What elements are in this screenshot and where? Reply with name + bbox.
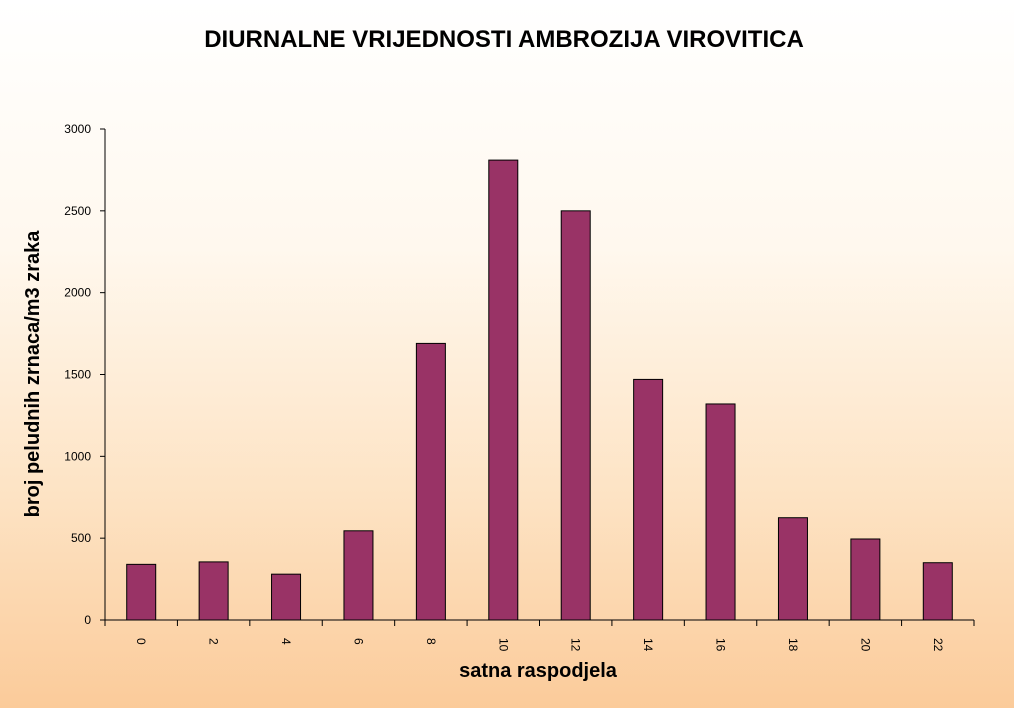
- bar-14: [633, 378, 664, 621]
- x-tick-label: 2: [207, 638, 221, 645]
- y-tick-label: 3000: [64, 122, 91, 136]
- y-tick-label: 0: [84, 613, 91, 627]
- x-tick-label: 4: [279, 638, 293, 645]
- bar-12: [560, 210, 591, 621]
- chart-title: DIURNALNE VRIJEDNOSTI AMBROZIJA VIROVITI…: [204, 26, 804, 53]
- x-tick-label: 0: [134, 638, 148, 645]
- bar-2: [198, 561, 229, 621]
- bar-6: [343, 530, 374, 621]
- x-tick-label: 12: [569, 638, 583, 652]
- x-tick-label: 18: [786, 638, 800, 652]
- y-ticks-group: 0 500 1000 1500 2000 2500 3000: [64, 122, 105, 627]
- y-tick-label: 2000: [64, 286, 91, 300]
- x-tick-label: 14: [641, 638, 655, 652]
- y-tick-label: 1500: [64, 368, 91, 382]
- bar-8: [415, 342, 446, 621]
- y-axis-label: broj peludnih zrnaca/m3 zraka: [22, 230, 44, 518]
- bar-20: [850, 538, 881, 621]
- x-tick-label: 10: [496, 638, 510, 652]
- bar-16: [705, 403, 736, 621]
- y-tick-label: 500: [71, 531, 91, 545]
- x-tick-label: 22: [931, 638, 945, 652]
- bar-22: [922, 562, 953, 621]
- axes-group: [104, 129, 974, 621]
- bar-18: [777, 517, 808, 621]
- bar-0: [126, 563, 157, 621]
- y-tick-label: 2500: [64, 204, 91, 218]
- x-ticks-group: 0 2 4 6 8 10 12 14 16 18 20 22: [104, 620, 975, 652]
- bar-4: [271, 573, 302, 621]
- x-tick-label: 8: [424, 638, 438, 645]
- x-tick-label: 16: [714, 638, 728, 652]
- y-tick-label: 1000: [64, 449, 91, 463]
- x-tick-label: 6: [351, 638, 365, 645]
- x-axis-label: satna raspodjela: [459, 660, 618, 682]
- bars-group: [126, 159, 953, 621]
- bar-10: [488, 159, 519, 621]
- x-tick-label: 20: [858, 638, 872, 652]
